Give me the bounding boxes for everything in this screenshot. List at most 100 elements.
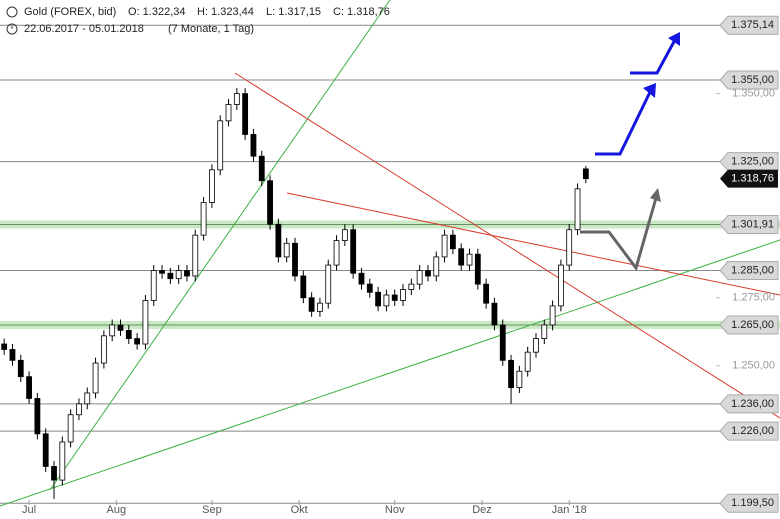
level-label: 1.301,91 xyxy=(731,218,774,230)
grid xyxy=(0,24,720,504)
candle-body xyxy=(117,324,124,331)
last-price-box xyxy=(720,169,778,188)
candle-body xyxy=(458,248,465,266)
x-tick-label: Sep xyxy=(202,504,222,516)
candle-body xyxy=(474,253,481,285)
candle-body xyxy=(209,169,215,203)
level-box xyxy=(719,394,779,414)
level-label: 1.199,50 xyxy=(731,497,774,509)
trend-line xyxy=(286,192,780,296)
candle-body xyxy=(283,242,290,258)
level-box xyxy=(719,421,779,441)
x-tick-label: Jul xyxy=(22,504,36,516)
candle-body xyxy=(125,329,132,339)
level-label: 1.375,14 xyxy=(731,19,774,31)
candle-body xyxy=(217,120,224,171)
candle-body xyxy=(433,256,440,277)
candle-body xyxy=(533,338,539,353)
ohlc-high: H: 1.323,44 xyxy=(197,6,254,18)
header: Gold (FOREX, bid) O: 1.322,34 H: 1.323,4… xyxy=(6,6,390,35)
candle-body xyxy=(292,242,298,277)
arrow-head xyxy=(668,32,680,46)
candle-body xyxy=(425,270,431,277)
candle-body xyxy=(242,93,249,135)
candle-body xyxy=(109,324,116,337)
candle-body xyxy=(558,264,564,307)
level-label: 1.355,00 xyxy=(731,74,774,86)
instrument: Gold (FOREX, bid) xyxy=(24,6,116,18)
x-tick-label: Dez xyxy=(472,504,492,516)
candle-body xyxy=(233,93,240,105)
arrow xyxy=(595,89,653,156)
candle-body xyxy=(92,362,99,394)
last-price-label: 1.318,76 xyxy=(731,173,774,185)
candle-body xyxy=(350,229,357,274)
candle-body xyxy=(175,270,182,280)
candle-body xyxy=(308,297,315,312)
candle-body xyxy=(225,104,232,122)
level-label: 1.325,00 xyxy=(731,156,774,168)
candle-body xyxy=(150,270,157,301)
level-box xyxy=(719,261,779,281)
candle-body xyxy=(508,359,514,388)
candle-body xyxy=(358,272,365,285)
candle-body xyxy=(134,338,141,345)
arrow xyxy=(580,197,658,272)
candle-body xyxy=(300,275,307,299)
candle-body xyxy=(250,134,257,157)
level-box xyxy=(719,152,779,172)
candle-body xyxy=(466,253,473,266)
candle-body xyxy=(167,272,174,280)
candle-body xyxy=(333,240,340,266)
y-tick-label: 1.250,00 xyxy=(732,360,775,372)
candle-body xyxy=(408,283,415,290)
candle-body xyxy=(275,223,282,258)
trend-line xyxy=(234,72,780,419)
arrow xyxy=(630,37,678,75)
level-box xyxy=(719,315,779,335)
candle-body xyxy=(84,392,91,405)
x-tick-label: Nov xyxy=(385,504,405,516)
level-box xyxy=(719,15,779,35)
candle-body xyxy=(42,433,49,467)
candle-body xyxy=(142,300,149,345)
candle-body xyxy=(1,343,8,350)
candle-body xyxy=(200,202,207,236)
level-label: 1.236,00 xyxy=(731,398,774,410)
candle-body xyxy=(51,466,57,481)
y-tick-label: 1.350,00 xyxy=(732,88,775,100)
candle-body xyxy=(258,155,265,182)
candle-body xyxy=(524,351,531,372)
candle-body xyxy=(516,370,523,388)
level-box xyxy=(719,215,779,235)
candle-body xyxy=(549,305,556,326)
date-span: (7 Monate, 1 Tag) xyxy=(168,23,254,35)
candle-body xyxy=(491,302,498,326)
level-label: 1.226,00 xyxy=(731,425,774,437)
candle-body xyxy=(76,403,82,416)
candle-body xyxy=(541,324,548,339)
candle-body xyxy=(341,229,348,241)
level-label: 1.285,00 xyxy=(731,264,774,276)
ohlc-low: L: 1.317,15 xyxy=(266,6,321,18)
candle-body xyxy=(582,168,589,180)
candle-body xyxy=(17,359,24,378)
candle-body xyxy=(391,294,398,301)
level-label: 1.265,00 xyxy=(731,319,774,331)
arrow-head xyxy=(650,188,661,202)
candle-body xyxy=(416,270,423,285)
candle-body xyxy=(192,234,199,277)
candle-body xyxy=(26,376,32,399)
candle-body xyxy=(566,229,573,266)
trend-line xyxy=(49,0,391,491)
candle-body xyxy=(67,414,74,443)
candle-body xyxy=(184,270,190,277)
arrow-head xyxy=(643,83,656,98)
candle-body xyxy=(400,289,406,301)
candles xyxy=(1,88,589,500)
trend-line xyxy=(0,239,780,507)
candle-body xyxy=(483,283,490,304)
candle-body xyxy=(499,324,506,361)
candle-body xyxy=(267,180,273,225)
